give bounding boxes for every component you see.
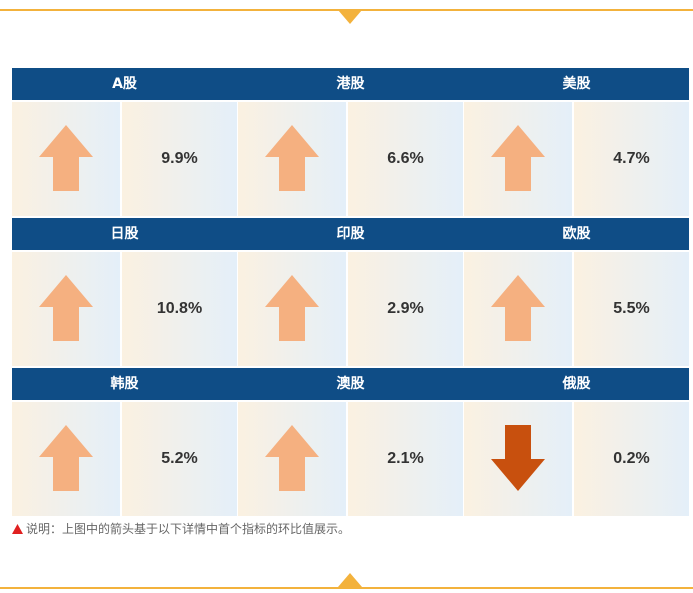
arrow-up-icon bbox=[39, 425, 93, 491]
change-value: 5.2% bbox=[122, 402, 237, 516]
market-row-1: A股 港股 美股 9.9% 6.6% 4.7% bbox=[12, 68, 689, 218]
arrow-cell bbox=[464, 402, 572, 516]
arrow-up-icon bbox=[265, 125, 319, 191]
change-value: 4.7% bbox=[574, 102, 689, 216]
arrow-up-icon bbox=[265, 275, 319, 341]
market-name: A股 bbox=[112, 76, 137, 92]
arrow-cell bbox=[238, 252, 346, 366]
arrow-up-icon bbox=[491, 275, 545, 341]
arrow-cell bbox=[464, 252, 572, 366]
market-name: 欧股 bbox=[562, 226, 591, 242]
change-value: 2.9% bbox=[348, 252, 463, 366]
arrow-up-icon bbox=[491, 125, 545, 191]
row-header: A股 港股 美股 bbox=[12, 68, 689, 100]
market-name: 日股 bbox=[110, 226, 139, 242]
arrow-cell bbox=[12, 402, 120, 516]
market-row-3: 韩股 澳股 俄股 5.2% 2.1% 0.2% bbox=[12, 368, 689, 518]
arrow-up-icon bbox=[39, 125, 93, 191]
change-value: 9.9% bbox=[122, 102, 237, 216]
market-row-2: 日股 印股 欧股 10.8% 2.9% 5.5% bbox=[12, 218, 689, 368]
arrow-cell bbox=[12, 252, 120, 366]
collapse-down-icon[interactable] bbox=[338, 10, 362, 24]
collapse-up-icon[interactable] bbox=[338, 573, 362, 587]
arrow-up-icon bbox=[39, 275, 93, 341]
market-name: 港股 bbox=[336, 76, 365, 92]
arrow-up-icon bbox=[265, 425, 319, 491]
bottom-divider bbox=[0, 587, 693, 589]
market-name: 印股 bbox=[336, 226, 365, 242]
change-value: 5.5% bbox=[574, 252, 689, 366]
market-grid: A股 港股 美股 9.9% 6.6% 4.7% 日股 印股 欧股 10.8% 2 bbox=[12, 68, 689, 518]
change-value: 0.2% bbox=[574, 402, 689, 516]
market-name: 美股 bbox=[562, 76, 591, 92]
arrow-down-icon bbox=[491, 425, 545, 491]
market-name: 韩股 bbox=[110, 376, 139, 392]
arrow-cell bbox=[238, 102, 346, 216]
warning-triangle-icon bbox=[12, 523, 23, 534]
change-value: 2.1% bbox=[348, 402, 463, 516]
arrow-cell bbox=[464, 102, 572, 216]
footnote: 说明：上图中的箭头基于以下详情中首个指标的环比值展示。 bbox=[12, 519, 350, 539]
row-header: 日股 印股 欧股 bbox=[12, 218, 689, 250]
market-name: 俄股 bbox=[562, 376, 591, 392]
market-name: 澳股 bbox=[336, 376, 365, 392]
row-header: 韩股 澳股 俄股 bbox=[12, 368, 689, 400]
footnote-text: 说明：上图中的箭头基于以下详情中首个指标的环比值展示。 bbox=[26, 522, 351, 536]
change-value: 10.8% bbox=[122, 252, 237, 366]
arrow-cell bbox=[238, 402, 346, 516]
arrow-cell bbox=[12, 102, 120, 216]
change-value: 6.6% bbox=[348, 102, 463, 216]
